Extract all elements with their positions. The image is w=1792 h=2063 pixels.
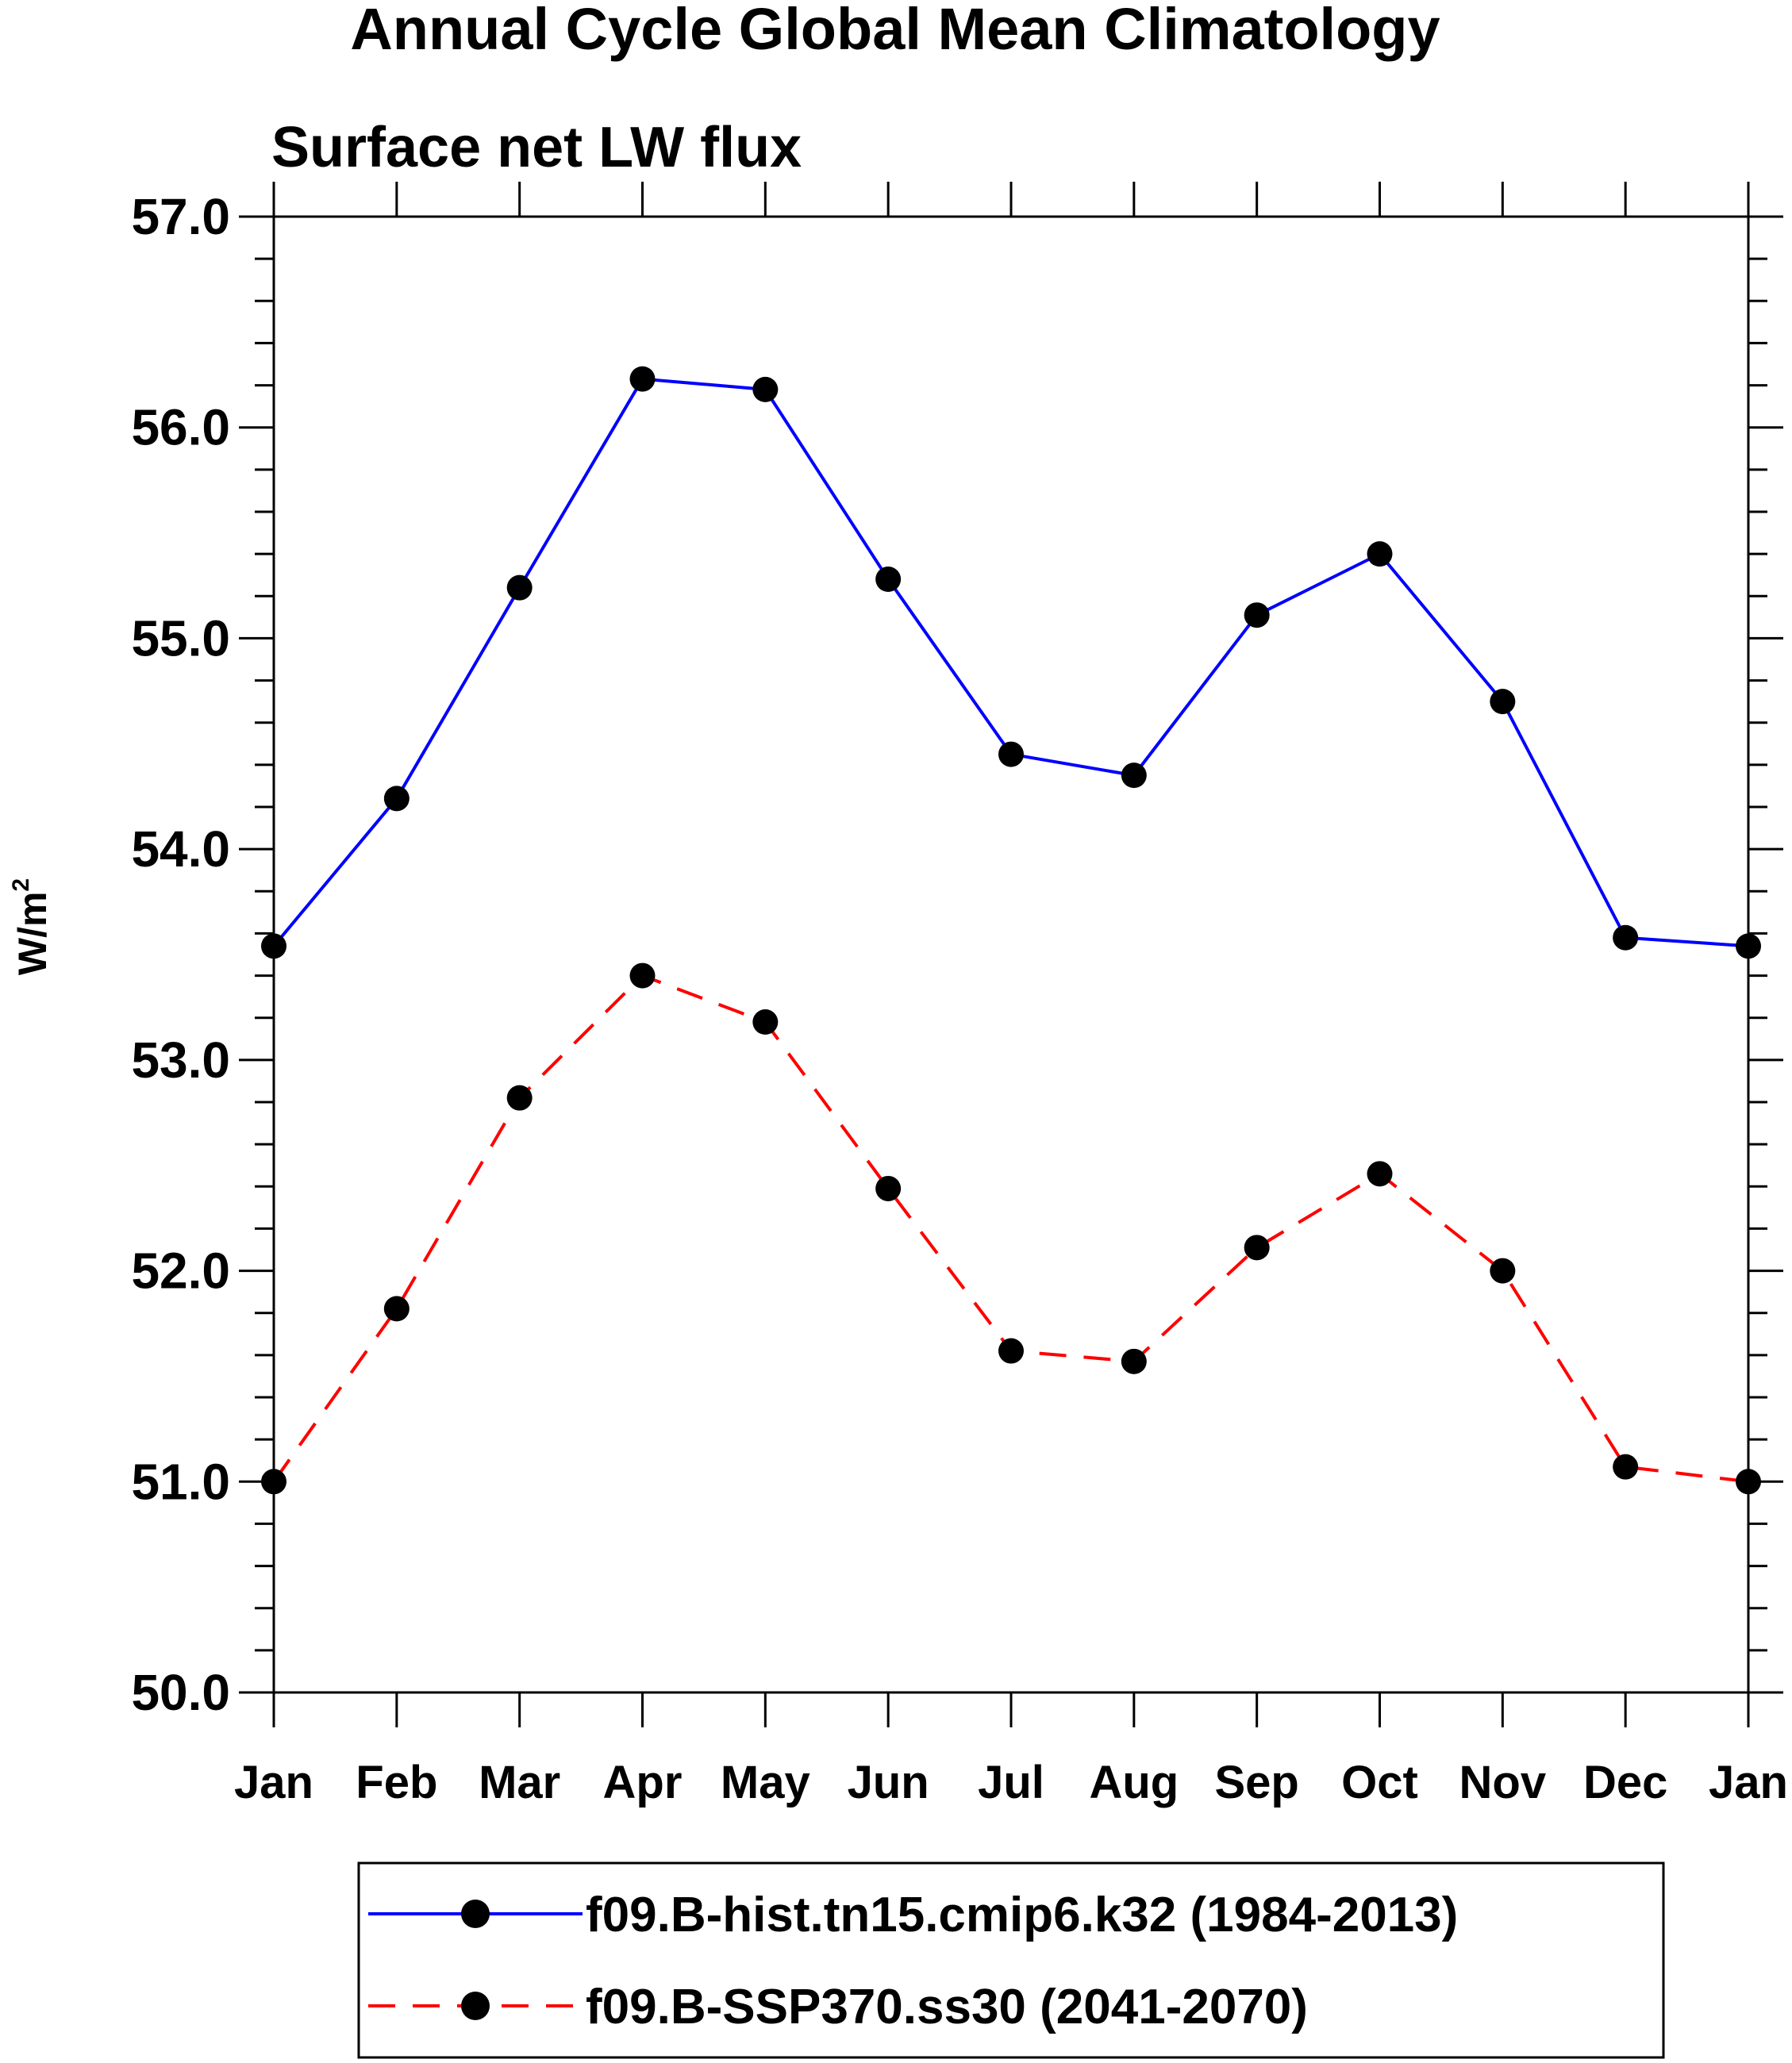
y-tick-labels: 50.0 51.0 52.0 53.0 54.0 55.0 56.0 57.0	[131, 188, 230, 1721]
data-point-0	[1121, 763, 1147, 789]
data-point-0	[261, 933, 286, 959]
ticks-layer	[239, 182, 1783, 1727]
x-tick-label: Apr	[603, 1757, 683, 1808]
legend-box	[357, 1861, 1665, 2059]
data-point-0	[1367, 541, 1393, 567]
x-tick-label: Feb	[356, 1757, 437, 1808]
series-line-0	[272, 377, 1749, 948]
y-tick-label: 50.0	[131, 1664, 230, 1721]
data-point-1	[1490, 1258, 1516, 1284]
series-line-1	[272, 974, 1749, 1484]
y-tick-label: 55.0	[131, 609, 230, 667]
x-tick-label: Jan	[1709, 1757, 1788, 1808]
chart-title: Annual Cycle Global Mean Climatology	[350, 0, 1440, 62]
data-point-1	[383, 1296, 410, 1322]
y-axis-title-base: W/m	[10, 892, 55, 976]
data-point-1	[1121, 1348, 1147, 1374]
x-tick-label: Oct	[1341, 1757, 1418, 1808]
x-tick-label: Jun	[848, 1757, 929, 1808]
data-point-0	[383, 786, 410, 812]
data-point-1	[506, 1085, 533, 1111]
data-point-0	[1244, 602, 1270, 628]
data-point-1	[1244, 1235, 1270, 1261]
data-point-1	[875, 1175, 902, 1201]
plot-frame	[272, 215, 1750, 1694]
chart-subtitle: Surface net LW flux	[271, 116, 802, 179]
data-point-1	[1613, 1454, 1639, 1480]
data-point-0	[629, 366, 656, 392]
x-tick-label: Sep	[1214, 1757, 1298, 1808]
plot-frame-layer	[272, 215, 1750, 1694]
y-tick-label: 57.0	[131, 188, 230, 245]
data-point-0	[1490, 689, 1516, 715]
x-tick-label: Mar	[479, 1757, 560, 1808]
y-tick-label: 51.0	[131, 1453, 230, 1510]
legend-label-hist: f09.B-hist.tn15.cmip6.k32 (1984-2013)	[586, 1888, 1458, 1942]
data-point-1	[629, 962, 656, 989]
legend-label-ssp: f09.B-SSP370.ss30 (2041-2070)	[586, 1980, 1308, 2034]
legend: f09.B-hist.tn15.cmip6.k32 (1984-2013) f0…	[357, 1861, 1665, 2059]
x-tick-label: Nov	[1459, 1757, 1547, 1808]
data-point-1	[1736, 1469, 1761, 1495]
x-tick-labels: Jan Feb Mar Apr May Jun Jul Aug Sep Oct Nov Dec Jan	[234, 1757, 1788, 1808]
data-point-1	[1367, 1161, 1393, 1187]
legend-marker-hist	[461, 1900, 490, 1928]
data-point-0	[752, 376, 779, 402]
x-tick-label: Dec	[1583, 1757, 1667, 1808]
data-point-0	[998, 741, 1024, 767]
y-tick-label: 52.0	[131, 1243, 230, 1300]
series-layer	[261, 366, 1761, 1495]
data-point-1	[261, 1469, 286, 1495]
data-point-0	[506, 574, 533, 601]
x-tick-label: Jul	[978, 1757, 1044, 1808]
data-point-1	[752, 1009, 779, 1035]
y-axis-title: W/m2	[8, 878, 55, 975]
y-tick-label: 54.0	[131, 820, 230, 878]
y-tick-label: 53.0	[131, 1032, 230, 1089]
data-point-0	[875, 567, 902, 593]
svg-text:W/m2: W/m2	[8, 878, 55, 975]
x-tick-label: May	[721, 1757, 810, 1808]
x-tick-label: Jan	[234, 1757, 313, 1808]
legend-marker-ssp	[461, 1992, 490, 2020]
data-point-0	[1736, 933, 1761, 959]
data-point-1	[998, 1338, 1024, 1364]
y-axis-title-superscript: 2	[8, 878, 34, 892]
y-tick-label: 56.0	[131, 399, 230, 456]
data-point-0	[1613, 924, 1639, 951]
x-tick-label: Aug	[1089, 1757, 1179, 1808]
